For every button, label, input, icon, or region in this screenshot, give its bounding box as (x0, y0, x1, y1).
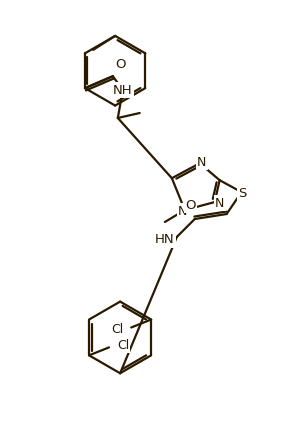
Text: O: O (186, 198, 196, 212)
Text: Cl: Cl (111, 323, 123, 336)
Text: HN: HN (155, 233, 175, 246)
Text: NH: NH (113, 84, 133, 97)
Text: N: N (197, 156, 206, 169)
Text: N: N (178, 205, 188, 217)
Text: S: S (238, 187, 247, 200)
Text: N: N (215, 197, 224, 209)
Text: Cl: Cl (117, 339, 129, 352)
Text: O: O (116, 58, 126, 71)
